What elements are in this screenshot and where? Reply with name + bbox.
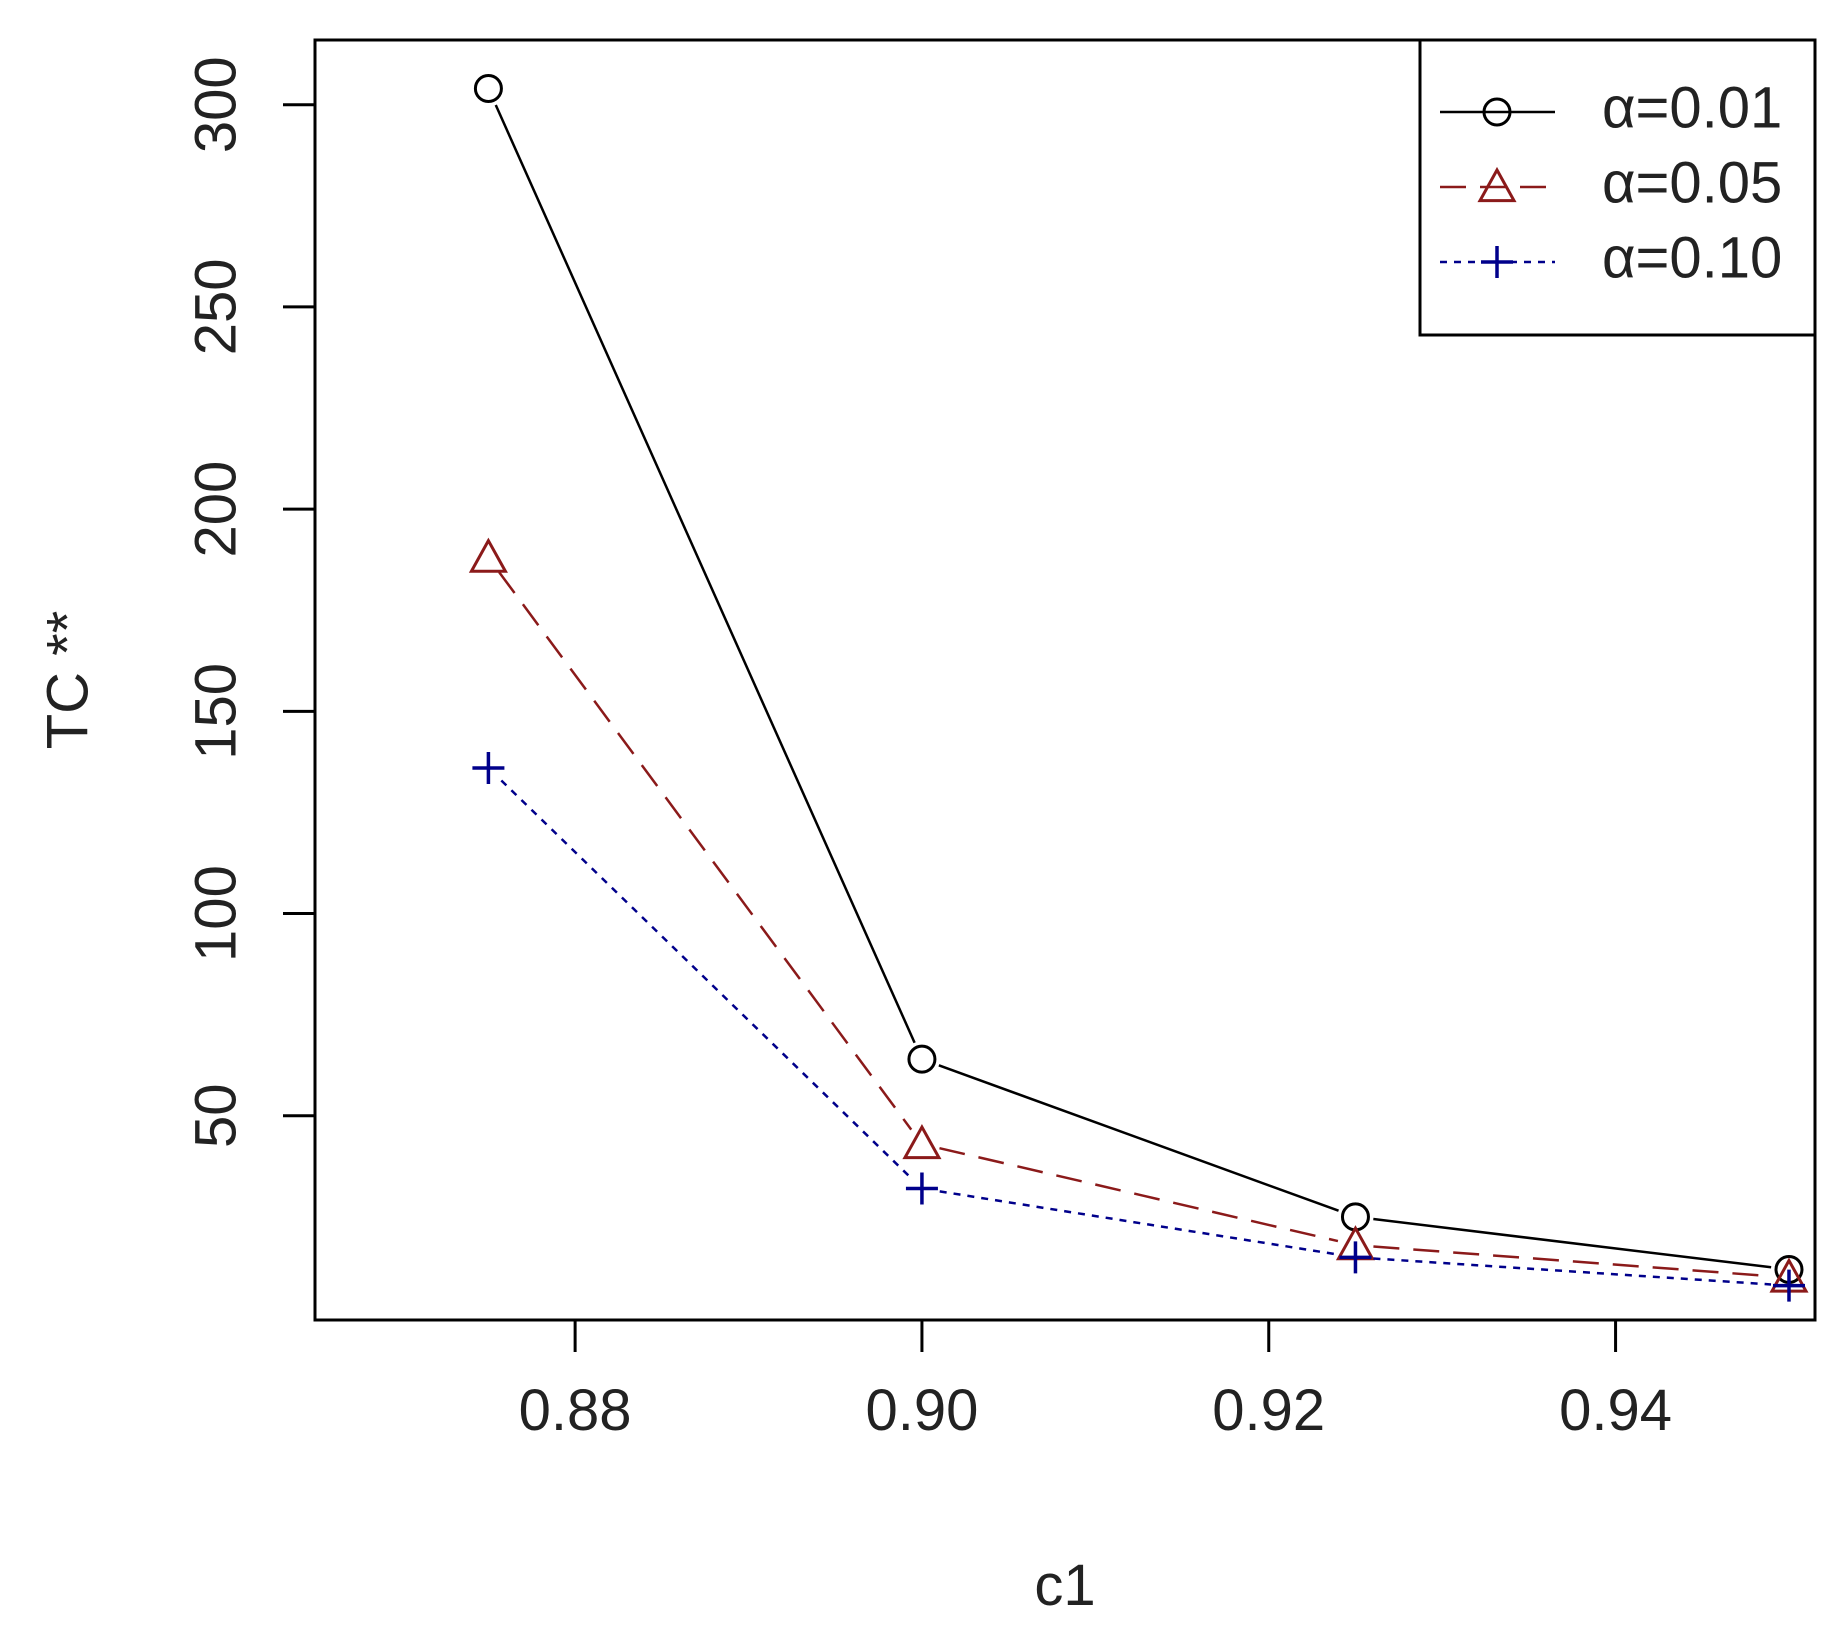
series-3-segment — [939, 1190, 1338, 1256]
series-2-segment — [1373, 1245, 1772, 1278]
legend-label: α=0.01 — [1602, 75, 1782, 140]
y-axis-label: TC ** — [35, 611, 100, 750]
x-axis: 0.88 0.90 0.92 0.94 — [519, 1320, 1672, 1443]
series-1-segment — [494, 104, 916, 1044]
legend-box — [1418, 38, 1817, 337]
series-3-segment — [1373, 1257, 1772, 1286]
y-tick-label: 100 — [183, 865, 248, 962]
x-tick-label: 0.92 — [1212, 1378, 1325, 1443]
data-point-3-2 — [905, 1172, 938, 1205]
legend-entry-3: α=0.10 — [1440, 225, 1782, 290]
data-point-1-2 — [907, 1044, 937, 1074]
legend-entry-1: α=0.01 — [1440, 75, 1782, 140]
y-tick-label: 200 — [183, 461, 248, 558]
data-point-2-2 — [902, 1123, 942, 1160]
data-point-1-1 — [473, 74, 503, 104]
series-3 — [472, 751, 1805, 1302]
x-tick-label: 0.94 — [1559, 1378, 1672, 1443]
x-tick-label: 0.88 — [519, 1378, 632, 1443]
y-tick-label: 250 — [183, 259, 248, 356]
series-2 — [468, 537, 1809, 1293]
legend-label: α=0.10 — [1602, 225, 1782, 290]
data-point-3-1 — [472, 751, 505, 784]
legend-marker — [1482, 97, 1512, 127]
legend-marker — [1477, 166, 1517, 203]
series-2-segment — [498, 571, 913, 1131]
legend-marker — [1481, 246, 1513, 278]
y-tick-label: 50 — [183, 1084, 248, 1149]
legend-label: α=0.05 — [1602, 150, 1782, 215]
x-axis-label: c1 — [1034, 1553, 1095, 1618]
series-2-segment — [939, 1146, 1339, 1243]
x-tick-label: 0.90 — [865, 1378, 978, 1443]
series-1-segment — [938, 1064, 1339, 1212]
series-3-segment — [500, 779, 910, 1177]
legend-entry-2: α=0.05 — [1440, 150, 1782, 215]
data-point-3-3 — [1339, 1241, 1372, 1274]
plot-frame — [313, 38, 1817, 1322]
data-point-2-1 — [468, 537, 508, 573]
y-tick-label: 300 — [183, 56, 248, 153]
series-1-segment — [1373, 1217, 1772, 1269]
y-tick-label: 150 — [183, 663, 248, 760]
y-axis: 50 100 150 200 250 300 — [183, 56, 315, 1148]
legend: α=0.01 α=0.05 α=0.10 — [1418, 38, 1817, 337]
series-layer — [468, 74, 1809, 1302]
data-point-3-4 — [1772, 1269, 1805, 1302]
